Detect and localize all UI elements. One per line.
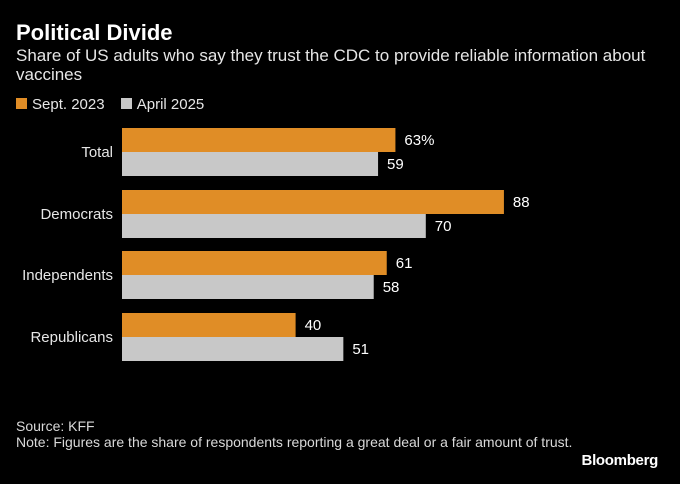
data-label-independents-april-2025: 58 — [383, 279, 400, 296]
bar-republicans-sept-2023 — [122, 313, 296, 337]
legend-label-sept-2023: Sept. 2023 — [32, 96, 105, 113]
data-label-republicans-sept-2023: 40 — [305, 317, 322, 334]
bar-democrats-april-2025 — [122, 214, 426, 238]
legend-swatch-sept-2023 — [16, 98, 27, 109]
legend-item-sept-2023: Sept. 2023 — [16, 96, 105, 114]
legend-item-april-2025: April 2025 — [120, 96, 205, 114]
chart-subtitle: Share of US adults who say they trust th… — [16, 46, 646, 84]
category-label-total: Total — [81, 144, 113, 161]
data-label-republicans-april-2025: 51 — [352, 341, 369, 358]
legend: Sept. 2023 April 2025 — [16, 96, 216, 114]
data-label-democrats-april-2025: 70 — [435, 218, 452, 235]
data-label-total-april-2025: 59 — [387, 156, 404, 173]
source-note: Source: KFF — [16, 418, 95, 434]
bloomberg-logo: Bloomberg — [581, 452, 659, 469]
data-label-independents-sept-2023: 61 — [396, 255, 413, 272]
bar-total-april-2025 — [122, 152, 379, 176]
data-label-democrats-sept-2023: 88 — [513, 194, 530, 211]
bar-independents-sept-2023 — [122, 251, 387, 275]
category-label-independents: Independents — [22, 267, 113, 284]
chart-title: Political Divide — [16, 20, 173, 45]
category-label-democrats: Democrats — [40, 206, 113, 223]
bar-independents-april-2025 — [122, 275, 374, 299]
bar-democrats-sept-2023 — [122, 190, 504, 214]
chart-footer: Source: KFF Note: Figures are the share … — [16, 418, 576, 450]
legend-label-april-2025: April 2025 — [136, 96, 205, 113]
bar-total-sept-2023 — [122, 128, 396, 152]
legend-swatch-april-2025 — [120, 98, 132, 109]
category-label-republicans: Republicans — [30, 329, 113, 346]
data-label-total-sept-2023: 63% — [404, 132, 434, 149]
footnote: Note: Figures are the share of responden… — [16, 434, 573, 450]
bar-republicans-april-2025 — [122, 337, 344, 361]
